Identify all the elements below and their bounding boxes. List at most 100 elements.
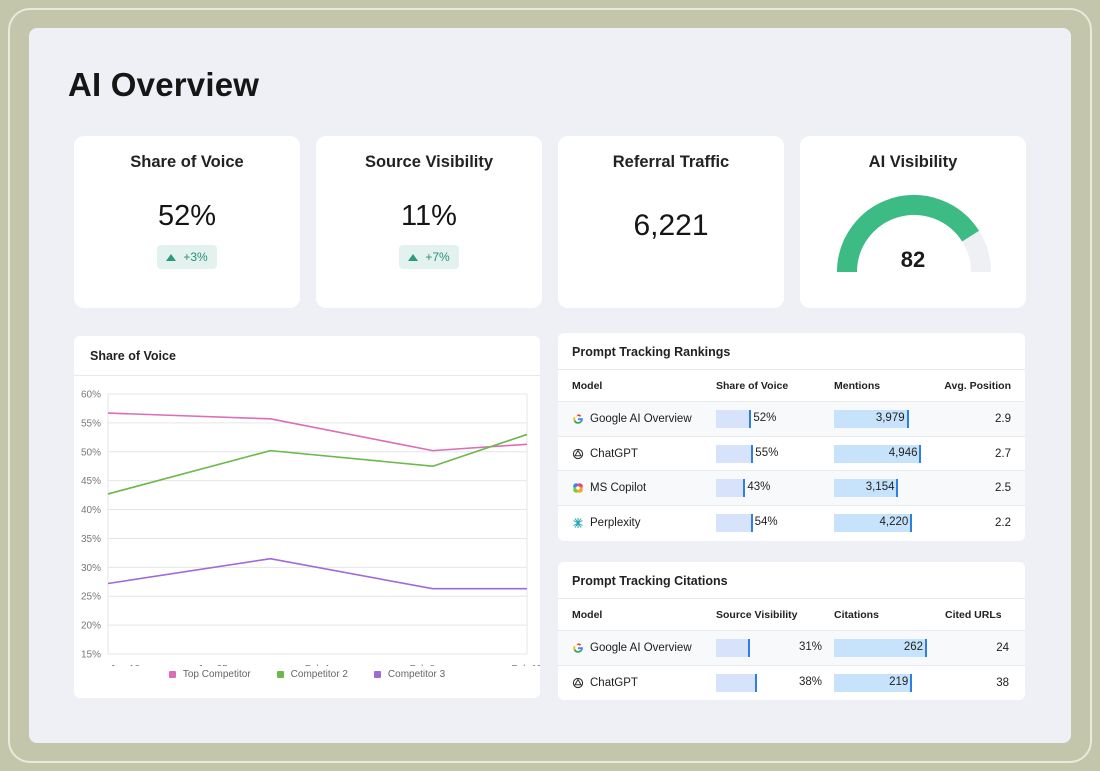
kpi-title: AI Visibility [868, 153, 958, 171]
share-bar-marker [751, 444, 754, 463]
model-name: ChatGPT [590, 447, 638, 460]
google-icon [573, 643, 583, 653]
col-header-cited-urls[interactable]: Cited URLs [945, 608, 1002, 621]
page-title: AI Overview [68, 66, 260, 103]
visibility-bar-value: 38% [798, 676, 822, 689]
x-tick-label: Jan 25 [198, 664, 228, 666]
model-name: Google AI Overview [590, 412, 692, 425]
col-header-avg-position[interactable]: Avg. Position [944, 379, 1011, 392]
model-name: ChatGPT [590, 677, 638, 690]
kpi-card-share-of-voice[interactable]: Share of Voice 52% +3% [74, 136, 300, 308]
legend-item[interactable]: Competitor 3 [373, 669, 446, 680]
col-header-share-of-voice[interactable]: Share of Voice [716, 379, 789, 392]
table-row[interactable]: MS Copilot 43% 3,154 2.5 [558, 471, 1025, 507]
mentions-bar: 4,946 [834, 444, 926, 463]
legend-label: Competitor 3 [387, 669, 446, 680]
share-bar-value: 52% [753, 411, 777, 424]
share-bar-value: 43% [747, 481, 771, 494]
col-header-model: Model [572, 608, 603, 621]
legend-swatch [168, 671, 176, 678]
mentions-bar-fill [834, 479, 898, 498]
delta-value: +3% [183, 250, 208, 264]
legend-item[interactable]: Top Competitor [168, 669, 251, 680]
kpi-card-referral-traffic[interactable]: Referral Traffic 6,221 [558, 136, 784, 308]
visibility-gauge [837, 195, 991, 273]
share-bar-marker [749, 409, 752, 428]
x-tick-label: Feb 8 [409, 664, 435, 666]
prompt-tracking-citations-table: Prompt Tracking Citations Model Source V… [558, 562, 1025, 701]
legend-label: Competitor 2 [290, 669, 348, 680]
citations-bar-value: 262 [903, 640, 923, 653]
col-header-citations[interactable]: Citations [834, 608, 879, 621]
col-header-source-visibility[interactable]: Source Visibility [716, 608, 798, 621]
table-header-row: Model Share of Voice Mentions Avg. Posit… [558, 370, 1025, 402]
y-tick-label: 35% [81, 534, 101, 545]
kpi-title: Source Visibility [364, 153, 494, 171]
share-bar: 43% [716, 479, 782, 498]
y-tick-label: 55% [81, 418, 101, 429]
mentions-bar-value: 3,979 [875, 411, 905, 424]
share-bar-value: 55% [755, 446, 779, 459]
table-title: Prompt Tracking Rankings [558, 333, 1025, 370]
model-cell: Google AI Overview [572, 642, 692, 654]
dashboard-panel: AI Overview Share of Voice 52% +3% Sourc… [29, 28, 1071, 743]
series-line-competitor-3 [107, 557, 527, 590]
share-of-voice-chart-card: Share of Voice 60% 55% 50% 45% 40% 35% 30% 25% 2… [74, 336, 540, 698]
gauge-value: 82 [900, 247, 926, 272]
prompt-tracking-rankings-table: Prompt Tracking Rankings Model Share of … [558, 333, 1025, 541]
y-tick-label: 25% [81, 592, 101, 603]
mentions-bar-fill [834, 409, 908, 428]
visibility-bar: 31% [716, 638, 822, 657]
table-header-row: Model Source Visibility Citations Cited … [558, 599, 1025, 631]
mentions-bar-marker [910, 514, 913, 533]
series-line-top-competitor [107, 412, 528, 452]
citations-bar-marker [910, 674, 913, 693]
y-tick-label: 50% [81, 447, 101, 458]
mentions-bar-value: 3,154 [865, 481, 895, 494]
legend-swatch [276, 671, 284, 678]
visibility-bar-fill [716, 638, 749, 657]
model-cell: ChatGPT [572, 677, 638, 689]
citations-bar: 262 [834, 638, 927, 657]
share-bar: 55% [716, 444, 782, 463]
share-bar-fill [716, 479, 745, 498]
avg-position-cell: 2.7 [995, 447, 1011, 460]
mentions-bar-marker [896, 479, 899, 498]
chart-header: Share of Voice [74, 336, 540, 376]
y-tick-label: 45% [81, 476, 101, 487]
perplexity-icon [573, 518, 583, 529]
model-cell: Perplexity [572, 517, 641, 529]
model-cell: ChatGPT [572, 448, 638, 460]
table-row[interactable]: Google AI Overview 31% 262 24 [558, 631, 1025, 666]
arrow-up-icon [166, 253, 177, 261]
kpi-card-source-visibility[interactable]: Source Visibility 11% +7% [316, 136, 542, 308]
kpi-value: 52% [157, 200, 217, 232]
kpi-title: Referral Traffic [612, 153, 730, 171]
kpi-value: 6,221 [633, 209, 709, 242]
delta-badge: +7% [399, 245, 459, 269]
chatgpt-icon [572, 448, 584, 459]
kpi-card-ai-visibility[interactable]: AI Visibility 82 [800, 136, 1026, 308]
table-row[interactable]: ChatGPT 38% 219 38 [558, 666, 1025, 701]
share-bar-marker [750, 514, 753, 533]
cited-urls-cell: 24 [996, 641, 1009, 654]
share-of-voice-line-chart: 60% 55% 50% 45% 40% 35% 30% 25% 20% 15% Jan 18 Jan … [81, 390, 540, 667]
x-tick-label: Jan 18 [110, 664, 140, 666]
mentions-bar-value: 4,220 [879, 516, 909, 529]
col-header-mentions[interactable]: Mentions [834, 379, 881, 392]
mentions-bar: 3,154 [834, 479, 926, 498]
model-name: MS Copilot [590, 482, 647, 495]
table-row[interactable]: Google AI Overview 52% 3,979 2.9 [558, 402, 1025, 437]
mentions-bar-fill [834, 514, 912, 533]
table-row[interactable]: Perplexity 54% 4,220 2.2 [558, 506, 1025, 541]
mentions-bar-value: 4,946 [888, 446, 918, 459]
share-bar-value: 54% [754, 516, 778, 529]
table-row[interactable]: ChatGPT 55% 4,946 2.7 [558, 437, 1025, 472]
legend-item[interactable]: Competitor 2 [276, 669, 348, 680]
share-bar: 54% [716, 514, 782, 533]
visibility-bar-marker [755, 674, 758, 693]
citations-bar: 219 [834, 674, 926, 693]
avg-position-cell: 2.5 [995, 482, 1011, 495]
cited-urls-cell: 38 [996, 677, 1009, 690]
series-line-competitor-2 [107, 433, 528, 495]
